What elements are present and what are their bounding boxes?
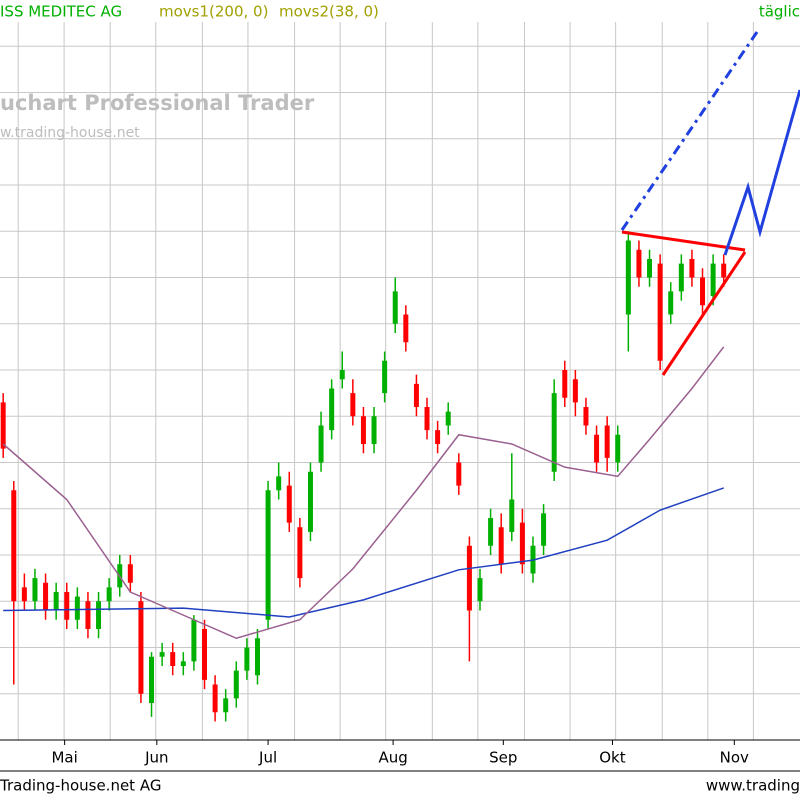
candle-body	[668, 291, 674, 315]
candle-body	[477, 578, 483, 602]
candle-body	[0, 402, 6, 449]
candle-body	[32, 578, 38, 602]
candle-body	[551, 393, 557, 472]
candle-body	[159, 652, 165, 657]
candle-body	[318, 425, 324, 463]
candle-body	[710, 263, 716, 296]
candle-body	[244, 647, 250, 671]
candle-body	[657, 263, 663, 361]
candle-body	[43, 582, 49, 611]
candle-body	[233, 670, 239, 699]
candle-body	[424, 407, 430, 431]
indicator-label: movs2(38, 0)	[279, 3, 379, 21]
axis-area	[0, 740, 800, 800]
candle-body	[466, 545, 472, 611]
chart-title: ISS MEDITEC AG	[0, 3, 122, 21]
footer-left: Trading-house.net AG	[0, 777, 161, 795]
candle-body	[700, 277, 706, 306]
candle-body	[74, 596, 80, 620]
moving-average	[3, 487, 724, 618]
candle-body	[403, 314, 409, 343]
candle-body	[488, 518, 494, 546]
triangle-line	[621, 230, 746, 252]
candle-body	[382, 360, 388, 394]
x-tick-label: Aug	[378, 749, 407, 767]
candle-body	[562, 370, 568, 398]
candle-body	[64, 592, 70, 620]
candle-body	[615, 434, 621, 463]
annotations	[620, 31, 800, 376]
x-tick-label: Nov	[720, 749, 749, 767]
candle-body	[191, 619, 197, 662]
candle-body	[594, 434, 600, 463]
candle-body	[21, 587, 27, 602]
candle-body	[647, 259, 653, 278]
footer-right: www.trading	[706, 777, 800, 795]
candle-body	[435, 430, 441, 444]
candle-body	[541, 513, 547, 546]
candle-body	[583, 407, 589, 426]
candle-body	[509, 499, 515, 532]
candle-body	[339, 370, 345, 380]
candle-body	[297, 527, 303, 579]
grid	[0, 0, 800, 740]
candle-body	[350, 393, 356, 417]
candle-body	[138, 601, 144, 694]
candle-body	[265, 490, 271, 620]
x-tick-label: Okt	[599, 749, 625, 767]
candle-body	[636, 249, 642, 278]
candle-body	[180, 661, 186, 666]
candle-body	[149, 656, 155, 703]
candle-body	[360, 416, 366, 444]
x-tick-label: Jul	[258, 749, 277, 767]
projection-path	[723, 89, 800, 256]
x-axis-labels: Mai Jun Jul Aug Sep Okt Nov	[51, 740, 749, 767]
header	[0, 0, 800, 22]
moving-average	[2, 346, 725, 640]
candle-body	[286, 485, 292, 523]
candle-body	[678, 263, 684, 292]
candle-body	[625, 240, 631, 315]
candle-body	[212, 684, 218, 713]
candle-body	[53, 592, 59, 611]
candle-body	[254, 638, 260, 676]
candle-body	[519, 522, 525, 565]
candle-body	[456, 462, 462, 486]
candle-body	[223, 698, 229, 713]
candle-body	[498, 527, 504, 565]
plot	[0, 231, 727, 722]
candle-body	[572, 379, 578, 403]
candle-body	[170, 652, 176, 666]
projection-line	[620, 31, 759, 231]
candle-body	[371, 416, 377, 444]
x-tick-label: Sep	[489, 749, 517, 767]
candle-body	[11, 490, 17, 602]
x-tick-label: Jun	[144, 749, 168, 767]
period-label: täglic	[759, 3, 800, 21]
candle-body	[413, 383, 419, 407]
candle-body	[329, 388, 335, 431]
candle-body	[392, 291, 398, 324]
watermark: uchart Professional Trader	[0, 91, 315, 115]
candle-body	[106, 587, 112, 602]
triangle-line	[661, 251, 747, 376]
x-tick-label: Mai	[51, 749, 77, 767]
candle-body	[689, 259, 695, 278]
candle-body	[96, 601, 102, 629]
candle-body	[721, 263, 727, 278]
candle-body	[307, 471, 313, 532]
candle-body	[202, 629, 208, 680]
candle-body	[85, 601, 91, 629]
candle-body	[604, 425, 610, 458]
candle-body	[127, 564, 133, 583]
indicator-label: movs1(200, 0)	[159, 3, 268, 21]
candle-body	[445, 411, 451, 426]
candle-body	[276, 476, 282, 491]
watermark: w.trading-house.net	[0, 125, 140, 141]
